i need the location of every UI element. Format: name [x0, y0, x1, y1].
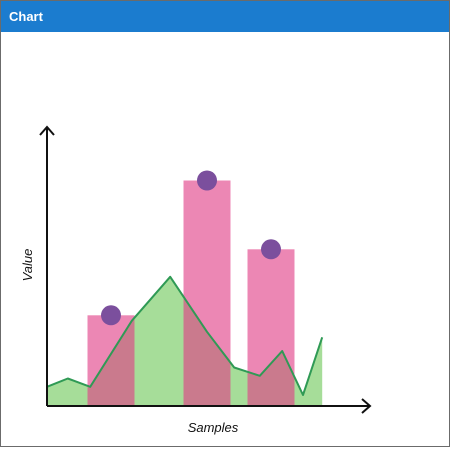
- y-axis-arrowhead: [39, 125, 55, 136]
- chart: Value Samples: [20, 125, 372, 435]
- bar-marker: [197, 170, 217, 191]
- x-axis-label: Samples: [188, 420, 239, 435]
- y-axis-label: Value: [20, 249, 35, 282]
- window-title: Chart: [9, 9, 43, 24]
- bar-series: [87, 180, 295, 407]
- bar: [183, 180, 231, 406]
- axes: [39, 125, 372, 414]
- chart-area: Value Samples: [1, 32, 449, 446]
- bar-marker: [101, 305, 121, 326]
- bar: [247, 249, 295, 407]
- bar-marker: [261, 239, 281, 260]
- area-line: [46, 275, 324, 396]
- x-axis-arrowhead: [361, 398, 372, 414]
- bar-markers: [101, 170, 281, 326]
- area-series-line: [46, 275, 324, 396]
- title-bar: Chart: [1, 1, 449, 32]
